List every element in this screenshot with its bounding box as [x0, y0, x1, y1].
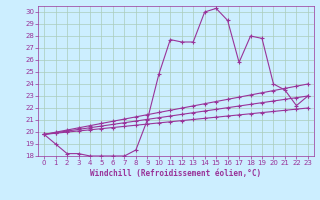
X-axis label: Windchill (Refroidissement éolien,°C): Windchill (Refroidissement éolien,°C): [91, 169, 261, 178]
